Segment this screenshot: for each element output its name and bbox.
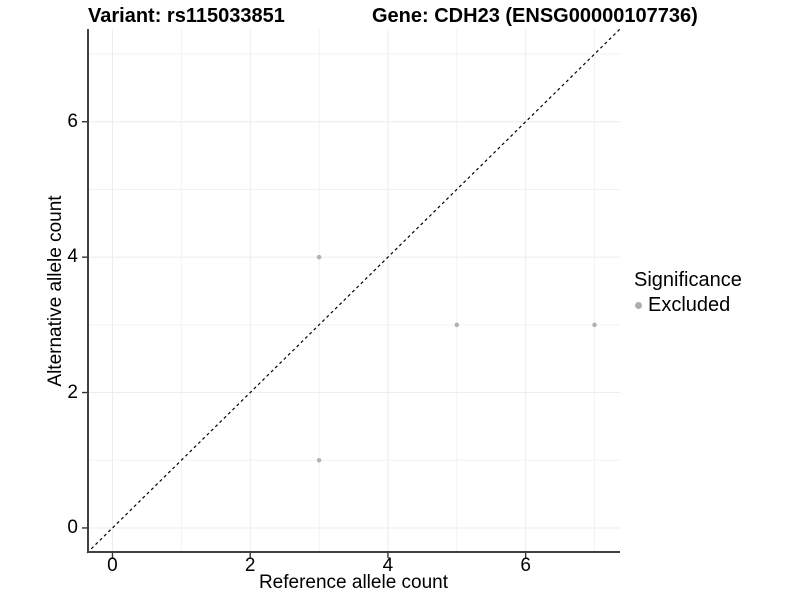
legend: Significance Excluded	[634, 270, 742, 317]
y-tick-label: 6	[67, 110, 78, 132]
data-point	[592, 322, 597, 328]
y-tick-label: 2	[67, 381, 78, 403]
legend-title: Significance	[634, 269, 742, 291]
y-axis-title: Alternative allele count	[45, 195, 66, 387]
y-tick-label: 0	[67, 516, 78, 538]
x-tick-label: 0	[107, 555, 118, 576]
grid-major	[87, 29, 620, 553]
tick-marks	[82, 121, 527, 558]
data-points	[316, 254, 597, 463]
excluded-point-icon	[635, 302, 642, 309]
data-point	[454, 322, 460, 328]
x-tick-label: 4	[382, 555, 394, 576]
chart-canvas	[82, 28, 621, 558]
plot-panel	[82, 28, 621, 558]
legend-item-excluded: Excluded	[635, 294, 742, 317]
axis-lines	[87, 29, 620, 553]
plot-title-gene: Gene: CDH23 (ENSG00000107736)	[372, 5, 698, 27]
plot-title-variant: Variant: rs115033851	[88, 5, 285, 27]
data-point	[316, 457, 322, 463]
data-point	[316, 254, 322, 260]
x-tick-label: 2	[244, 555, 256, 576]
identity-line	[86, 28, 621, 554]
x-tick-label: 6	[520, 555, 531, 576]
legend-item-label: Excluded	[648, 294, 731, 316]
grid-minor	[87, 29, 620, 553]
y-tick-label: 4	[67, 246, 78, 268]
x-axis-title: Reference allele count	[258, 572, 449, 593]
